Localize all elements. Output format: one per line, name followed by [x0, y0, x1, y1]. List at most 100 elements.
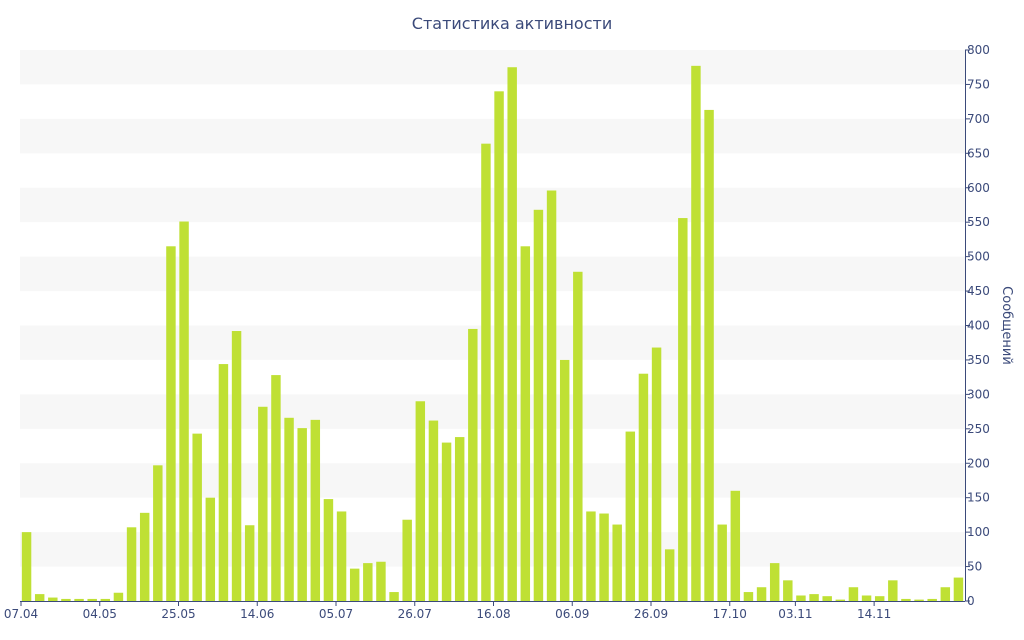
x-tick-label: 25.05 — [161, 607, 195, 621]
bar[interactable] — [494, 91, 504, 601]
bar[interactable] — [349, 568, 360, 601]
grid-band — [20, 187, 965, 223]
bar[interactable] — [166, 246, 176, 602]
y-tick-label: 50 — [967, 560, 982, 574]
x-tick-label: 07.04 — [4, 607, 38, 621]
bar[interactable] — [192, 433, 202, 601]
bar[interactable] — [205, 497, 216, 601]
bar[interactable] — [573, 271, 583, 601]
bar[interactable] — [743, 592, 754, 601]
bar[interactable] — [678, 218, 688, 601]
y-tick-label: 550 — [967, 215, 990, 229]
bar[interactable] — [822, 596, 832, 601]
bar[interactable] — [914, 599, 924, 601]
bar[interactable] — [258, 406, 268, 601]
bar[interactable] — [848, 587, 859, 601]
x-tick-label: 04.05 — [83, 607, 117, 621]
bars — [21, 65, 964, 602]
bar[interactable] — [126, 527, 137, 601]
y-tick-label: 300 — [967, 387, 990, 401]
bar[interactable] — [363, 563, 373, 601]
bar[interactable] — [34, 594, 45, 601]
bar[interactable] — [796, 595, 806, 601]
bar[interactable] — [218, 364, 229, 601]
bar[interactable] — [861, 595, 872, 601]
bar[interactable] — [783, 580, 793, 601]
y-tick-label: 450 — [967, 284, 990, 298]
grid-band — [20, 463, 965, 498]
bar[interactable] — [454, 437, 465, 601]
bar[interactable] — [415, 401, 426, 601]
y-axis: 0 50 100 150 200 250 300 350 400 450 500 550 600 650 7… — [965, 43, 990, 608]
bar[interactable] — [756, 587, 767, 601]
bar[interactable] — [901, 598, 911, 601]
x-axis: 07.04 04.05 25.05 14.06 05.07 26.07 16.08 06.09… — [4, 601, 965, 621]
bar[interactable] — [638, 373, 649, 601]
grid-band — [20, 394, 965, 429]
bar[interactable] — [651, 347, 662, 601]
bar[interactable] — [625, 431, 636, 601]
bar[interactable] — [691, 65, 701, 602]
bar[interactable] — [310, 419, 321, 601]
bar[interactable] — [481, 143, 491, 602]
bar[interactable] — [139, 512, 150, 601]
bar[interactable] — [769, 563, 780, 601]
bar[interactable] — [520, 246, 531, 602]
bar[interactable] — [809, 594, 819, 601]
bar[interactable] — [874, 596, 885, 601]
bar[interactable] — [730, 490, 741, 601]
bar[interactable] — [244, 525, 255, 601]
bar[interactable] — [74, 598, 84, 601]
bar[interactable] — [87, 598, 97, 601]
bar[interactable] — [559, 359, 570, 601]
grid-band — [20, 256, 965, 292]
bar[interactable] — [664, 549, 675, 601]
bar[interactable] — [113, 592, 124, 601]
x-tick-label: 26.09 — [634, 607, 668, 621]
bar[interactable] — [402, 519, 412, 601]
bar[interactable] — [599, 513, 609, 601]
bar[interactable] — [271, 375, 281, 601]
y-tick-label: 100 — [967, 525, 990, 539]
bar[interactable] — [336, 511, 347, 601]
y-tick-label: 350 — [967, 353, 990, 367]
x-tick-label: 03.11 — [778, 607, 812, 621]
bar[interactable] — [153, 465, 163, 601]
bar[interactable] — [612, 524, 622, 601]
bar[interactable] — [835, 599, 846, 601]
y-tick-label: 750 — [967, 77, 990, 91]
y-tick-label: 200 — [967, 456, 990, 470]
bar[interactable] — [717, 524, 727, 601]
bar[interactable] — [61, 598, 71, 601]
bar[interactable] — [21, 532, 32, 602]
bar[interactable] — [297, 428, 307, 601]
bar[interactable] — [953, 577, 964, 601]
grid-band — [20, 50, 965, 85]
bar[interactable] — [389, 592, 399, 601]
bar[interactable] — [231, 331, 242, 601]
bar[interactable] — [468, 328, 478, 601]
bar[interactable] — [940, 587, 951, 601]
bar[interactable] — [376, 561, 386, 601]
y-tick-label: 600 — [967, 181, 990, 195]
bar[interactable] — [323, 499, 334, 601]
bar[interactable] — [428, 420, 439, 601]
bar[interactable] — [441, 442, 452, 601]
grid-band — [20, 118, 965, 154]
bar[interactable] — [48, 597, 58, 601]
bar[interactable] — [927, 598, 937, 601]
bar[interactable] — [507, 67, 517, 602]
x-tick-label: 14.11 — [857, 607, 891, 621]
bar[interactable] — [586, 511, 596, 601]
bar[interactable] — [533, 209, 544, 602]
bar[interactable] — [284, 417, 294, 601]
bar[interactable] — [888, 580, 898, 601]
grid-bands — [20, 50, 965, 567]
bar[interactable] — [546, 190, 557, 602]
bar[interactable] — [704, 109, 714, 602]
y-tick-label: 250 — [967, 422, 990, 436]
bar[interactable] — [100, 598, 111, 601]
bar[interactable] — [179, 221, 189, 602]
grid-band — [20, 532, 965, 567]
